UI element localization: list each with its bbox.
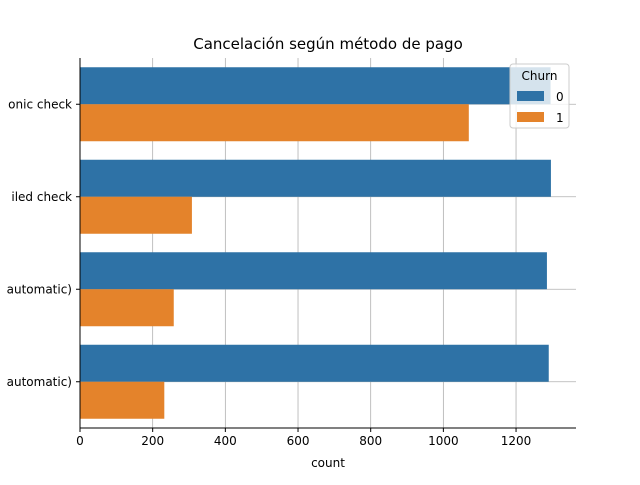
bars <box>80 67 551 419</box>
legend-label-0: 0 <box>556 90 564 104</box>
x-tick-label: 1000 <box>428 434 459 448</box>
bar-series-1-2 <box>80 196 192 234</box>
bar-series-0-3 <box>80 252 547 290</box>
legend-label-1: 1 <box>556 111 564 125</box>
x-axis-label: count <box>311 456 345 470</box>
x-tick-label: 400 <box>214 434 237 448</box>
x-tick-label: 600 <box>287 434 310 448</box>
bar-series-1-3 <box>80 289 174 327</box>
legend-title: Churn <box>522 69 558 83</box>
chart-title: Cancelación según método de pago <box>193 35 463 53</box>
y-tick-label: automatic) <box>7 375 72 389</box>
y-tick-label: iled check <box>11 190 72 204</box>
x-tick-label: 800 <box>359 434 382 448</box>
axes: 0 200 400 600 800 1000 1200 onic check iled chec… <box>7 58 576 448</box>
x-tick-label: 200 <box>141 434 164 448</box>
y-tick-label: automatic) <box>7 282 72 296</box>
bar-series-0-2 <box>80 159 551 197</box>
x-tick-label: 0 <box>76 434 84 448</box>
legend-swatch-0 <box>517 91 544 101</box>
bar-series-1-1 <box>80 104 469 142</box>
y-tick-label: onic check <box>8 97 72 111</box>
bar-series-1-4 <box>80 381 165 419</box>
legend: Churn 0 1 <box>509 63 570 129</box>
legend-swatch-1 <box>517 112 544 122</box>
x-tick-label: 1200 <box>501 434 532 448</box>
bar-series-0-1 <box>80 67 551 105</box>
bar-series-0-4 <box>80 344 549 382</box>
